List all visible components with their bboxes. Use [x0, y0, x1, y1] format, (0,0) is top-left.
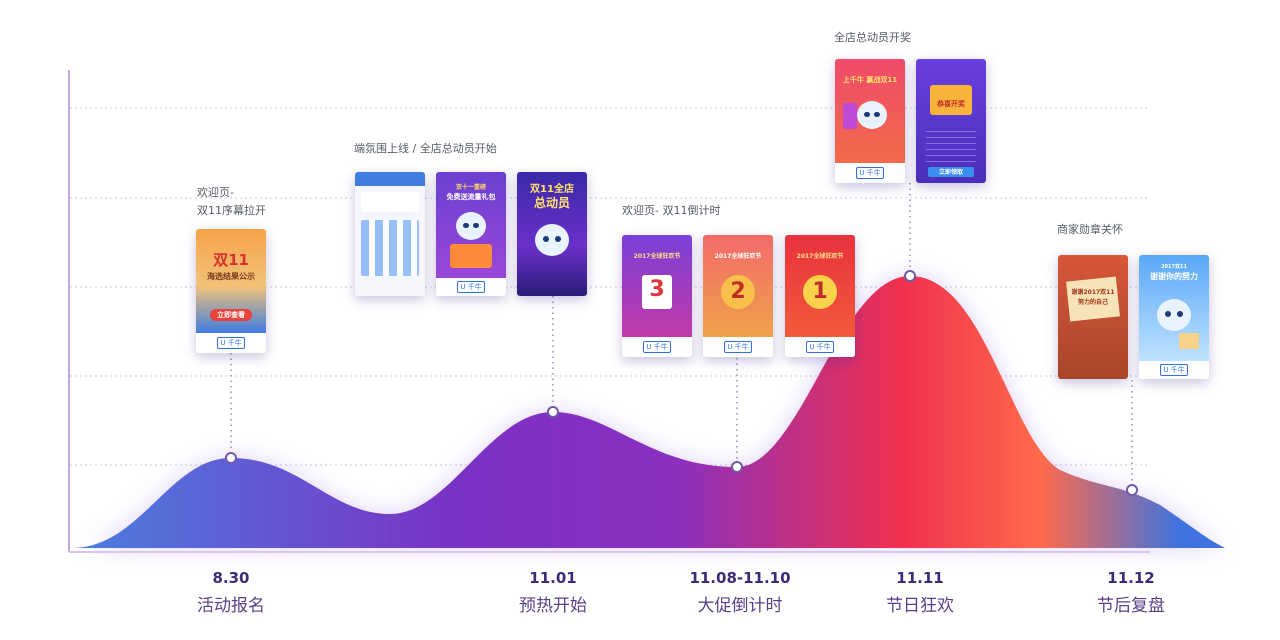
caption-preheat: 端氛围上线 / 全店总动员开始 — [354, 142, 497, 155]
welcome-title: 双11 — [213, 251, 249, 269]
qianniu-logo: U 千牛 — [217, 337, 245, 349]
caption-lottery: 全店总动员开奖 — [834, 31, 911, 44]
caption-welcome-2: 双11序幕拉开 — [197, 204, 266, 217]
preheat-mobilize-card: 双11全店 总动员 — [517, 172, 587, 296]
qianniu-logo: U 千牛 — [643, 341, 671, 353]
preheat-gift-card: 双十一重磅 免费送流量礼包 U 千牛 — [436, 172, 506, 296]
marker-11-11 — [904, 270, 916, 282]
countdown-number: 1 — [812, 279, 828, 304]
date-label: 11.01 — [529, 569, 577, 587]
welcome-screen-card: 双11 海选结果公示 立即查看 U 千牛 — [196, 229, 266, 353]
countdown-card-2: 2017全球狂欢节 2 U 千牛 — [703, 235, 773, 357]
robot-mascot-icon — [535, 224, 569, 256]
qianniu-logo: U 千牛 — [1160, 364, 1188, 376]
phase-label: 节日狂欢 — [886, 596, 954, 616]
qianniu-logo: U 千牛 — [856, 167, 884, 179]
marker-11-12 — [1126, 484, 1138, 496]
qianniu-logo: U 千牛 — [724, 341, 752, 353]
caption-welcome-1: 欢迎页- — [197, 186, 234, 199]
lottery-box-title: 恭喜开奖 — [937, 100, 965, 108]
app-icon-grid — [361, 220, 419, 276]
qianniu-logo: U 千牛 — [806, 341, 834, 353]
phase-label: 节后复盘 — [1097, 596, 1165, 616]
robot-mascot-icon — [857, 101, 887, 129]
care-letter-title: 谢谢2017双11 — [1071, 289, 1115, 296]
phase-label: 预热开始 — [519, 596, 587, 616]
gift-top: 双十一重磅 — [455, 184, 486, 191]
preheat-app-home-card — [355, 172, 425, 296]
marker-11-01 — [547, 406, 559, 418]
date-label: 11.11 — [896, 569, 944, 587]
date-label: 11.12 — [1107, 569, 1155, 587]
gift-title: 免费送流量礼包 — [446, 193, 496, 201]
milestone-markers — [225, 270, 1138, 496]
lottery-title: 上千牛 赢战双11 — [842, 76, 898, 84]
countdown-card-1: 2017全球狂欢节 1 U 千牛 — [785, 235, 855, 357]
robot-mascot-icon — [456, 212, 486, 240]
wave-area — [72, 276, 1225, 548]
mobilize-title-2: 总动员 — [533, 196, 570, 210]
countdown-header: 2017全球狂欢节 — [714, 253, 762, 260]
lottery-robot-card: 上千牛 赢战双11 U 千牛 — [835, 59, 905, 183]
countdown-number: 2 — [730, 279, 746, 304]
welcome-subtitle: 海选结果公示 — [207, 272, 255, 281]
milestone-connectors — [230, 183, 1133, 484]
claim-button[interactable]: 立即领取 — [928, 167, 974, 177]
qianniu-logo: U 千牛 — [457, 281, 485, 293]
countdown-header: 2017全球狂欢节 — [633, 253, 681, 260]
caption-care: 商家勋章关怀 — [1057, 223, 1123, 236]
care-letter-title-2: 努力的自己 — [1077, 299, 1108, 306]
lottery-box-card: 恭喜开奖 立即领取 — [916, 59, 986, 183]
marker-11-08 — [731, 461, 743, 473]
countdown-header: 2017全球狂欢节 — [796, 253, 844, 260]
care-robot-card: 2017双11 谢谢你的努力 U 千牛 — [1139, 255, 1209, 379]
care-top: 2017双11 — [1161, 264, 1187, 270]
care-title: 谢谢你的努力 — [1150, 272, 1198, 281]
welcome-button[interactable]: 立即查看 — [210, 309, 252, 321]
countdown-number: 3 — [649, 277, 665, 302]
mobilize-title: 双11全店 — [530, 184, 574, 195]
countdown-card-3: 2017全球狂欢节 3 U 千牛 — [622, 235, 692, 357]
caption-countdown: 欢迎页- 双11倒计时 — [622, 204, 721, 217]
robot-mascot-icon — [1157, 299, 1191, 331]
phase-label: 活动报名 — [197, 596, 265, 616]
date-label: 8.30 — [212, 569, 250, 587]
date-label: 11.08-11.10 — [689, 569, 791, 587]
phase-label: 大促倒计时 — [697, 596, 783, 616]
marker-8-30 — [225, 452, 237, 464]
care-letter-card: 谢谢2017双11 努力的自己 — [1058, 255, 1128, 379]
